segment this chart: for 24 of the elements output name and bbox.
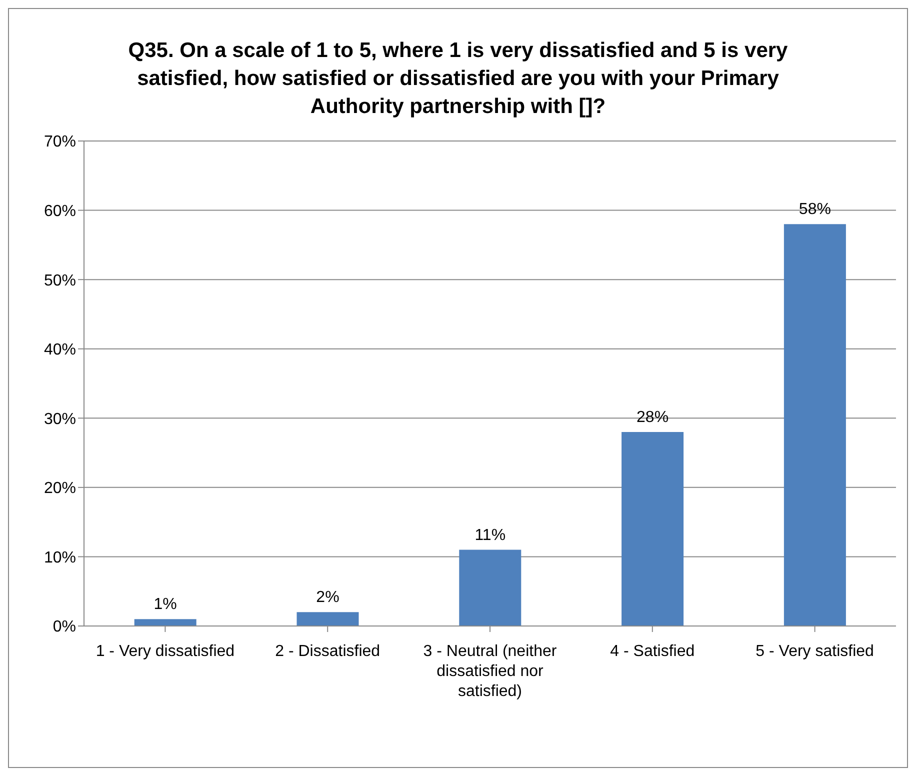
data-label: 11% bbox=[474, 526, 506, 544]
y-tick-label: 50% bbox=[44, 272, 76, 290]
data-label: 1% bbox=[154, 596, 177, 614]
y-tick-label: 0% bbox=[52, 618, 76, 636]
data-label: 58% bbox=[798, 201, 831, 218]
data-label: 28% bbox=[636, 409, 669, 426]
x-tick-label: 2 - Dissatisfied bbox=[275, 643, 380, 660]
chart-title: Q35. On a scale of 1 to 5, where 1 is very dissatisfied and 5 is very satisfied, how satisfied or dissatisfied are you with your Primary Authority partnership with []? bbox=[127, 38, 789, 120]
y-tick-label: 10% bbox=[44, 549, 76, 566]
y-tick-label: 70% bbox=[44, 134, 76, 151]
data-label: 2% bbox=[316, 589, 340, 606]
x-tick-label: 3 - Neutral (neither dissatisfied nor satisfied) bbox=[423, 643, 558, 700]
bar bbox=[459, 550, 522, 626]
bar bbox=[134, 619, 196, 626]
y-tick-label: 40% bbox=[44, 342, 76, 359]
y-tick-label: 60% bbox=[44, 202, 76, 220]
bar bbox=[296, 612, 359, 626]
x-tick-label: 1 - Very dissatisfied bbox=[96, 643, 235, 660]
bar bbox=[784, 224, 846, 626]
x-tick-label: 4 - Satisfied bbox=[610, 643, 695, 660]
bar bbox=[622, 432, 684, 626]
x-tick-label: 5 - Very satisfied bbox=[756, 643, 874, 660]
y-tick-label: 30% bbox=[44, 410, 76, 428]
y-tick-label: 20% bbox=[44, 480, 76, 498]
